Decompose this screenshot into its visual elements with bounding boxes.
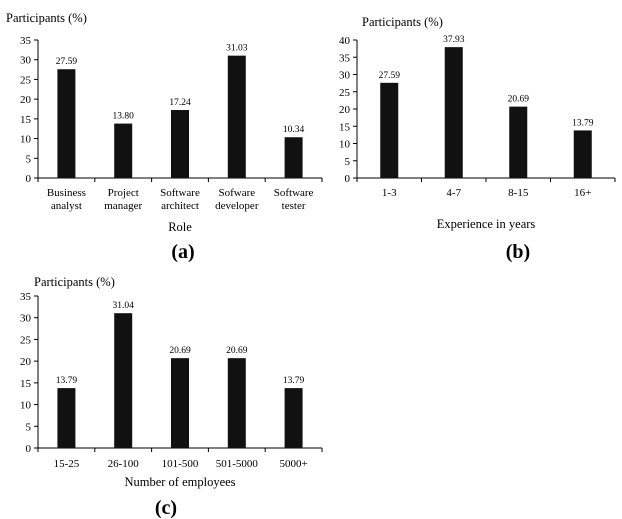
bar-value-label: 20.69 bbox=[169, 346, 191, 356]
y-tick-label: 35 bbox=[20, 35, 32, 47]
category-label: Project bbox=[108, 187, 139, 199]
bar-value-label: 20.69 bbox=[508, 95, 530, 105]
category-label: 5000+ bbox=[279, 458, 307, 470]
category-label: analyst bbox=[51, 200, 82, 212]
y-axis-label: Participants (%) bbox=[34, 275, 115, 289]
y-tick-label: 5 bbox=[345, 156, 351, 168]
bar bbox=[284, 137, 303, 178]
category-label: 501-5000 bbox=[216, 458, 259, 470]
bar-value-label: 13.79 bbox=[572, 118, 594, 128]
bar-value-label: 20.69 bbox=[226, 346, 248, 356]
y-tick-label: 30 bbox=[339, 70, 351, 82]
chart-experience: Participants (%) 0 5 10 15 20 25 30 35 40 27.59 1-3… bbox=[332, 0, 622, 263]
bar bbox=[171, 110, 189, 178]
y-tick-label: 25 bbox=[339, 87, 351, 99]
bar bbox=[171, 358, 189, 448]
y-tick-label: 0 bbox=[26, 173, 32, 185]
category-label: 26-100 bbox=[108, 458, 140, 470]
category-label: manager bbox=[104, 200, 142, 212]
chart-employees: Participants (%) 0 5 10 15 20 25 30 35 13.79 15-25… bbox=[0, 262, 330, 519]
category-label: 8-15 bbox=[508, 187, 529, 199]
bar-value-label: 31.03 bbox=[226, 44, 248, 54]
bar-value-label: 17.24 bbox=[169, 98, 191, 108]
chart-role: Participants (%) 0 5 10 15 20 25 30 35 27.59 Busin… bbox=[0, 0, 330, 263]
bar-value-label: 13.79 bbox=[283, 376, 305, 386]
bar-value-label: 13.79 bbox=[56, 376, 78, 386]
category-label: 16+ bbox=[574, 187, 591, 199]
bar-value-label: 13.80 bbox=[113, 112, 135, 122]
bar bbox=[227, 358, 246, 448]
bar-value-label: 10.34 bbox=[283, 125, 305, 135]
bar-value-label: 27.59 bbox=[56, 57, 78, 67]
y-tick-label: 10 bbox=[20, 400, 32, 412]
bar bbox=[114, 313, 133, 448]
category-label: Sofware bbox=[218, 187, 255, 199]
y-tick-label: 35 bbox=[20, 291, 32, 303]
y-tick-label: 25 bbox=[20, 74, 32, 86]
category-label: Software bbox=[274, 187, 314, 199]
bar-value-label: 27.59 bbox=[379, 71, 401, 81]
category-label: developer bbox=[215, 200, 259, 212]
panel-label: (b) bbox=[506, 241, 530, 263]
chart-employees-svg: Participants (%) 0 5 10 15 20 25 30 35 13.79 15-25… bbox=[20, 275, 323, 519]
category-label: 4-7 bbox=[446, 187, 461, 199]
y-tick-label: 10 bbox=[20, 134, 32, 146]
y-tick-label: 0 bbox=[26, 443, 32, 455]
bar bbox=[573, 130, 592, 178]
y-tick-label: 5 bbox=[26, 421, 32, 433]
y-tick-label: 20 bbox=[20, 356, 32, 368]
y-tick-label: 20 bbox=[20, 94, 32, 106]
category-label: 1-3 bbox=[382, 187, 397, 199]
category-label: tester bbox=[282, 200, 306, 212]
chart-role-svg: Participants (%) 0 5 10 15 20 25 30 35 27.59 Busin… bbox=[6, 11, 323, 263]
y-tick-label: 20 bbox=[339, 104, 351, 116]
category-label: Business bbox=[47, 187, 86, 199]
category-label: 15-25 bbox=[54, 458, 80, 470]
x-axis-label: Role bbox=[168, 220, 192, 234]
y-tick-label: 25 bbox=[20, 334, 32, 346]
y-tick-label: 15 bbox=[20, 378, 32, 390]
y-tick-label: 40 bbox=[339, 35, 351, 47]
chart-experience-svg: Participants (%) 0 5 10 15 20 25 30 35 40 27.59 1-3… bbox=[339, 15, 616, 263]
y-tick-label: 30 bbox=[20, 55, 32, 67]
bar bbox=[227, 55, 246, 179]
y-tick-label: 15 bbox=[20, 114, 32, 126]
y-tick-label: 15 bbox=[339, 121, 351, 133]
y-axis-label: Participants (%) bbox=[362, 15, 443, 29]
category-label: Software bbox=[160, 187, 200, 199]
bar bbox=[57, 388, 76, 448]
bar bbox=[380, 82, 399, 178]
category-label: 101-500 bbox=[162, 458, 199, 470]
bar bbox=[57, 69, 76, 178]
bar bbox=[114, 123, 133, 178]
y-tick-label: 10 bbox=[339, 139, 351, 151]
bar bbox=[444, 47, 463, 179]
bar-value-label: 37.93 bbox=[443, 35, 465, 45]
y-tick-label: 0 bbox=[345, 173, 351, 185]
x-axis-label: Experience in years bbox=[437, 217, 536, 231]
bar bbox=[509, 106, 528, 178]
y-tick-label: 30 bbox=[20, 313, 32, 325]
y-tick-label: 5 bbox=[26, 153, 32, 165]
panel-label: (c) bbox=[155, 497, 177, 519]
bar-value-label: 31.04 bbox=[113, 301, 135, 311]
y-axis-label: Participants (%) bbox=[6, 11, 87, 25]
y-tick-label: 35 bbox=[339, 52, 351, 64]
x-axis-label: Number of employees bbox=[124, 475, 235, 489]
category-label: architect bbox=[161, 200, 199, 212]
bar bbox=[284, 388, 303, 448]
panel-label: (a) bbox=[171, 241, 194, 263]
